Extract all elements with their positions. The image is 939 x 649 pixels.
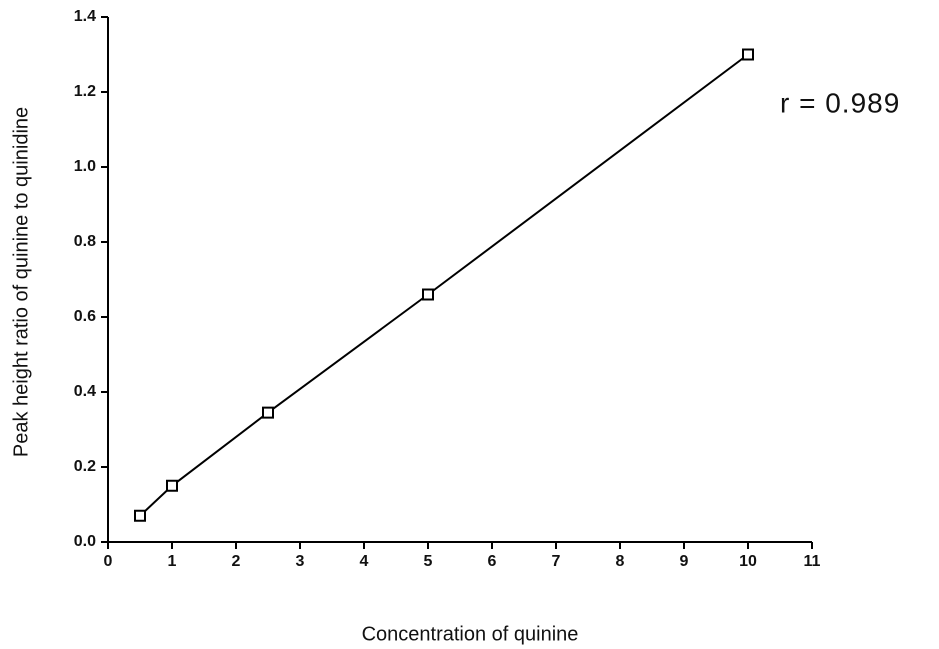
x-tick-label: 6 <box>488 553 497 570</box>
data-point <box>742 48 754 61</box>
y-tick-label: 0.2 <box>74 458 96 475</box>
x-tick-label: 2 <box>232 553 241 570</box>
y-tick-label: 1.4 <box>74 8 96 25</box>
y-tick-label: 0.4 <box>74 383 96 400</box>
x-tick-label: 0 <box>104 553 113 570</box>
x-tick-label: 10 <box>739 553 757 570</box>
x-axis-title: Concentration of quinine <box>362 623 579 645</box>
data-point <box>262 406 274 419</box>
y-axis-title: Peak height ratio of quinine to quinidin… <box>10 107 32 457</box>
x-tick-label: 8 <box>616 553 625 570</box>
x-tick-label: 11 <box>804 553 821 570</box>
x-tick-label: 5 <box>424 553 433 570</box>
x-tick-label: 3 <box>296 553 305 570</box>
x-tick-label: 4 <box>360 553 369 570</box>
data-point <box>134 509 146 522</box>
y-tick-label: 1.0 <box>74 158 96 175</box>
y-tick-label: 1.2 <box>74 83 96 100</box>
x-tick-label: 7 <box>552 553 561 570</box>
y-tick-label: 0.0 <box>74 533 96 550</box>
x-tick-label: 9 <box>680 553 689 570</box>
annotation: r = 0.989 <box>780 87 900 118</box>
data-point <box>422 288 434 301</box>
data-line <box>139 53 749 517</box>
y-tick-label: 0.6 <box>74 308 96 325</box>
data-point <box>166 479 178 492</box>
x-tick-label: 1 <box>168 553 177 570</box>
y-tick-label: 0.8 <box>74 233 96 250</box>
